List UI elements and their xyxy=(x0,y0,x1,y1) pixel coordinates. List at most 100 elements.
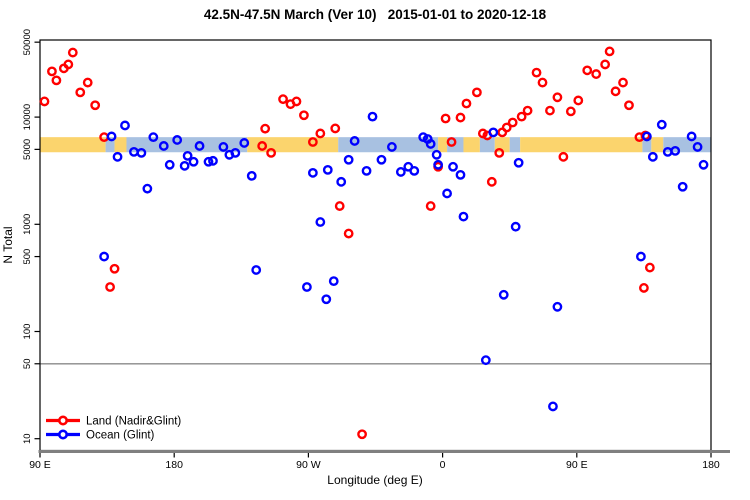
legend-label-ocean: Ocean (Glint) xyxy=(86,430,155,442)
data-point-land xyxy=(75,87,86,98)
data-point-land xyxy=(425,201,436,211)
data-point-ocean xyxy=(670,145,681,156)
y-tick-label: 50 xyxy=(22,358,33,369)
data-point-land xyxy=(600,59,611,70)
data-point-ocean xyxy=(698,159,709,170)
data-point-ocean xyxy=(409,165,420,176)
data-point-land xyxy=(471,87,482,98)
data-point-ocean xyxy=(692,142,703,152)
legend-marker-land-icon xyxy=(57,415,68,426)
data-point-ocean xyxy=(498,289,509,300)
data-point-land xyxy=(610,86,621,97)
coast-band-segment-land xyxy=(40,137,106,153)
data-point-ocean xyxy=(194,141,205,151)
x-tick-label: 90 E xyxy=(566,459,588,471)
data-point-ocean xyxy=(431,149,442,160)
data-point-ocean xyxy=(480,355,491,366)
y-tick-label: 10000 xyxy=(22,104,33,130)
coast-band-segment-land xyxy=(520,137,643,153)
data-point-ocean xyxy=(395,167,406,177)
data-point-ocean xyxy=(636,251,646,262)
data-point-ocean xyxy=(336,176,347,187)
data-point-land xyxy=(82,77,93,88)
data-point-ocean xyxy=(367,111,378,122)
data-point-ocean xyxy=(349,136,360,146)
data-point-ocean xyxy=(188,156,199,167)
data-point-ocean xyxy=(641,131,652,142)
data-point-land xyxy=(307,137,318,147)
data-point-land xyxy=(90,100,101,111)
coast-band-segment-ocean xyxy=(509,137,521,153)
data-point-land xyxy=(260,123,271,134)
data-point-ocean xyxy=(361,165,372,176)
data-point-land xyxy=(278,94,288,105)
data-point-land xyxy=(497,127,508,138)
data-point-land xyxy=(67,47,78,58)
data-point-land xyxy=(334,201,345,211)
data-point-land xyxy=(644,262,655,273)
data-point-land xyxy=(315,128,326,139)
data-point-ocean xyxy=(510,221,521,232)
data-point-ocean xyxy=(182,150,193,161)
data-point-land xyxy=(507,117,518,128)
data-point-ocean xyxy=(230,147,241,158)
coast-band-segment-land xyxy=(463,137,480,153)
data-point-land xyxy=(565,106,576,117)
coast-band-segment-ocean xyxy=(642,137,652,153)
data-point-ocean xyxy=(677,181,688,192)
data-point-ocean xyxy=(425,139,436,149)
data-point-ocean xyxy=(179,160,190,171)
data-point-land xyxy=(537,77,548,88)
y-tick-label: 500 xyxy=(22,249,33,265)
data-point-land xyxy=(461,98,472,109)
data-point-land xyxy=(47,66,57,77)
y-tick-label: 5000 xyxy=(22,139,33,160)
data-point-ocean xyxy=(548,401,558,412)
data-point-ocean xyxy=(387,142,397,152)
data-point-ocean xyxy=(552,301,563,312)
data-point-land xyxy=(291,96,302,107)
coast-band-segment-land xyxy=(651,137,664,153)
coast-band-segment-ocean xyxy=(479,137,495,153)
data-point-land xyxy=(545,105,555,116)
data-point-ocean xyxy=(307,167,318,178)
data-point-land xyxy=(531,67,542,78)
y-tick-label: 50000 xyxy=(22,29,33,55)
data-point-land xyxy=(58,63,69,74)
data-point-ocean xyxy=(448,161,458,172)
data-point-ocean xyxy=(315,217,326,227)
data-point-land xyxy=(266,147,277,158)
x-tick-label: 180 xyxy=(165,459,183,471)
data-point-land xyxy=(51,75,62,86)
data-point-ocean xyxy=(172,135,183,145)
chart-title: 42.5N-47.5N March (Ver 10) 2015-01-01 to… xyxy=(203,7,547,22)
data-point-land xyxy=(522,105,533,116)
data-point-ocean xyxy=(120,120,130,131)
data-point-land xyxy=(257,141,268,151)
data-point-land xyxy=(573,95,584,106)
data-point-ocean xyxy=(513,157,524,168)
data-point-land xyxy=(604,46,615,57)
data-point-ocean xyxy=(136,147,147,158)
data-point-land xyxy=(624,100,634,111)
data-point-ocean xyxy=(488,127,499,138)
data-point-ocean xyxy=(218,142,229,152)
legend-item-ocean: Ocean (Glint) xyxy=(46,429,155,442)
data-point-land xyxy=(618,77,628,88)
data-point-ocean xyxy=(112,151,123,162)
data-point-ocean xyxy=(343,154,354,165)
x-axis-label: Longitude (deg E) xyxy=(327,473,422,487)
data-point-ocean xyxy=(433,159,444,170)
data-point-ocean xyxy=(251,265,262,275)
y-tick-label: 10 xyxy=(22,433,33,444)
data-point-ocean xyxy=(328,276,339,287)
plot-border xyxy=(39,39,712,452)
data-point-land xyxy=(446,137,457,147)
data-point-ocean xyxy=(239,138,250,148)
data-point-ocean xyxy=(322,164,333,175)
data-point-land xyxy=(486,176,497,187)
data-point-land xyxy=(552,92,563,103)
data-point-land xyxy=(639,283,649,293)
